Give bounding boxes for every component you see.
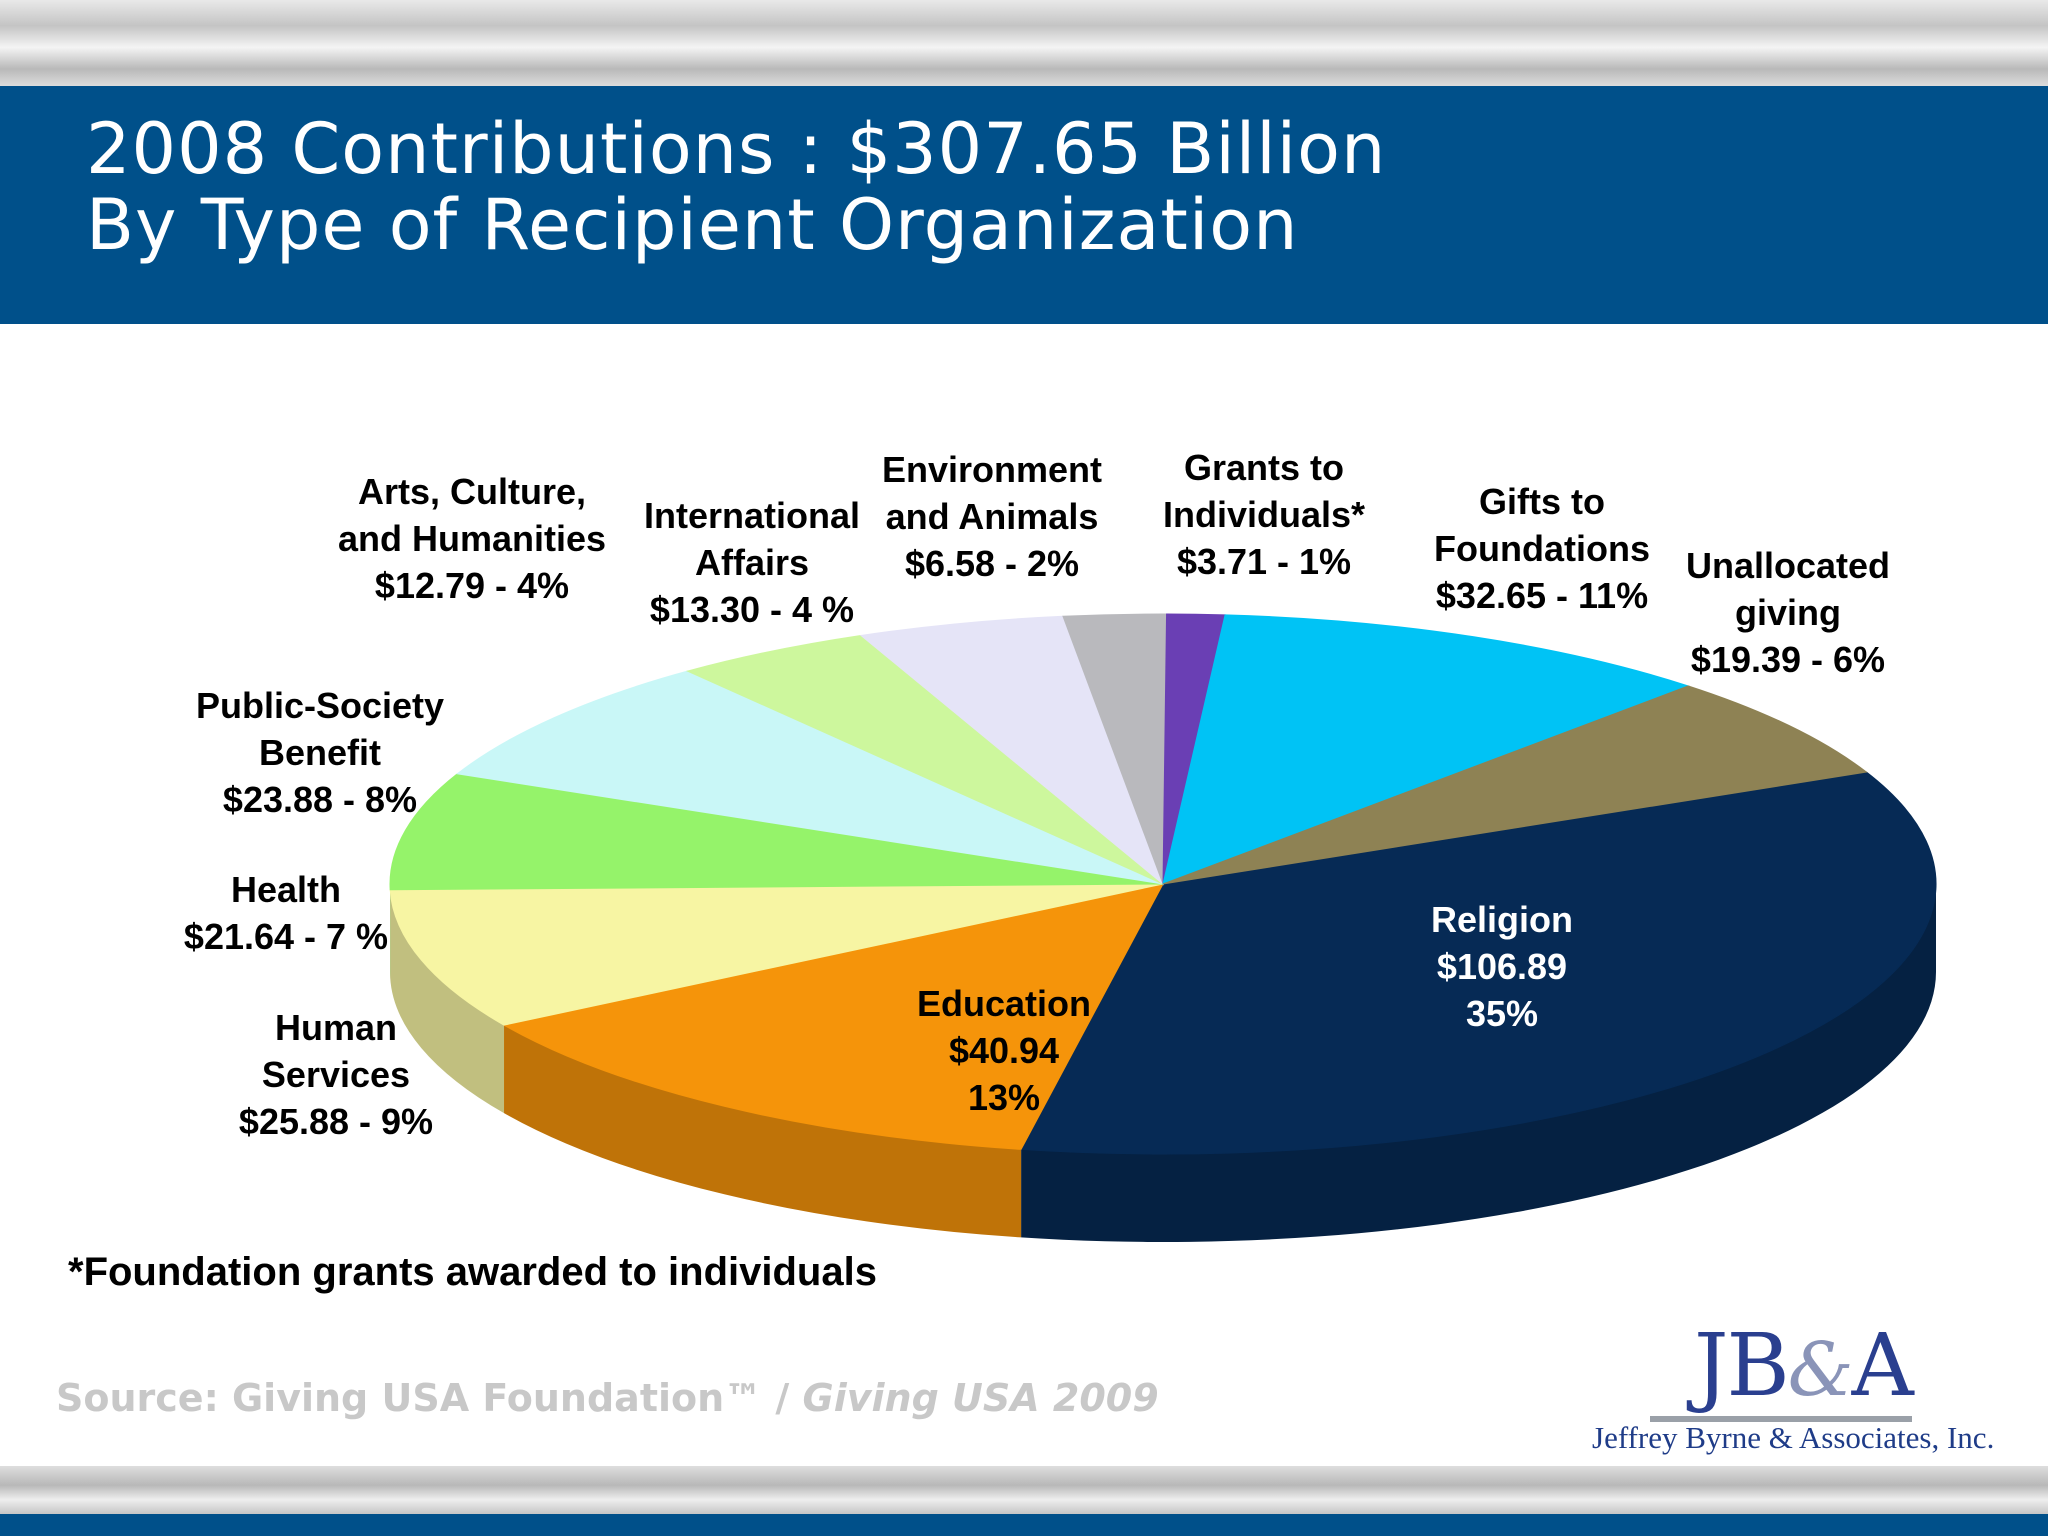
pie-side-1-0: [504, 1025, 1022, 1238]
title-banner: 2008 Contributions : $307.65 Billion By …: [0, 86, 2048, 324]
slice-label-5: Arts, Culture, and Humanities $12.79 - 4%: [338, 471, 606, 606]
pie-slice-public-society-benefit: [456, 670, 1164, 885]
source-note: Source: Giving USA Foundation™ / Giving …: [56, 1376, 1159, 1420]
slice-label-line: Services: [262, 1054, 410, 1095]
logo-mark: JB&A: [1694, 1316, 1914, 1416]
pie-top: [389, 613, 1937, 1155]
slice-label-line: $32.65 - 11%: [1436, 575, 1648, 616]
slice-label-line: $12.79 - 4%: [375, 565, 569, 606]
slice-label-line: Human: [275, 1007, 397, 1048]
slice-label-line: Religion: [1431, 899, 1573, 940]
slice-label-4: Public-Society Benefit $23.88 - 8%: [196, 685, 444, 820]
slice-label-line: Affairs: [695, 542, 809, 583]
top-metal-bar: [0, 0, 2048, 86]
slice-label-line: Public-Society: [196, 685, 444, 726]
title-line-2: By Type of Recipient Organization: [86, 184, 1299, 266]
slice-label-line: Unallocated: [1686, 545, 1890, 586]
slice-label-line: $40.94: [949, 1030, 1059, 1071]
slice-label-line: giving: [1735, 592, 1841, 633]
slice-label-line: $106.89: [1437, 946, 1567, 987]
slice-label-2: Human Services $25.88 - 9%: [239, 1007, 433, 1142]
slice-label-line: $19.39 - 6%: [1691, 639, 1885, 680]
slice-label-line: $6.58 - 2%: [905, 543, 1079, 584]
slice-label-6: International Affairs $13.30 - 4 %: [644, 495, 860, 630]
slice-label-line: Environment: [882, 449, 1102, 490]
slice-label-line: 35%: [1466, 993, 1538, 1034]
slice-label-9: Gifts to Foundations $32.65 - 11%: [1434, 481, 1650, 616]
slice-label-line: Grants to: [1184, 447, 1344, 488]
company-logo: JB&A Jeffrey Byrne & Associates, Inc.: [1586, 1316, 2026, 1456]
source-prefix: Source: Giving USA Foundation™ /: [56, 1376, 803, 1420]
slice-label-line: $13.30 - 4 %: [650, 589, 854, 630]
slice-label-line: Benefit: [259, 732, 381, 773]
slice-label-10: Unallocated giving $19.39 - 6%: [1686, 545, 1890, 680]
bottom-metal-bar: [0, 1466, 2048, 1514]
slice-label-1: Education $40.94 13%: [917, 983, 1091, 1118]
pie-slice-unallocated-giving: [1162, 685, 1868, 885]
slice-label-line: Health: [231, 869, 341, 910]
slice-label-line: and Humanities: [338, 518, 606, 559]
slice-label-line: $21.64 - 7 %: [184, 916, 388, 957]
slice-label-line: Education: [917, 983, 1091, 1024]
pie-side-2-0: [390, 889, 505, 1114]
slice-label-line: 13%: [968, 1077, 1040, 1118]
logo-company-name: Jeffrey Byrne & Associates, Inc.: [1592, 1420, 1995, 1455]
pie-slice-religion: [1020, 771, 1937, 1155]
title-line-1: 2008 Contributions : $307.65 Billion: [86, 108, 1387, 190]
slice-label-0: Religion $106.89 35%: [1431, 899, 1573, 1034]
slice-label-8: Grants to Individuals* $3.71 - 1%: [1163, 447, 1365, 582]
slice-label-3: Health $21.64 - 7 %: [184, 869, 388, 957]
slice-label-line: Arts, Culture,: [358, 471, 586, 512]
pie-slice-education: [502, 883, 1164, 1150]
slice-label-line: $3.71 - 1%: [1177, 541, 1351, 582]
logo-rule: [1650, 1416, 1912, 1422]
source-publication: Giving USA 2009: [802, 1376, 1159, 1420]
footnote: *Foundation grants awarded to individual…: [68, 1250, 877, 1294]
slice-label-line: $23.88 - 8%: [223, 779, 417, 820]
slice-label-line: and Animals: [886, 496, 1099, 537]
slice-label-line: International: [644, 495, 860, 536]
slice-label-line: Gifts to: [1479, 481, 1605, 522]
slice-label-7: Environment and Animals $6.58 - 2%: [882, 449, 1102, 584]
pie-slice-human-services: [389, 883, 1164, 1026]
pie-slice-gifts-to-foundations: [1162, 614, 1690, 885]
pie-labels: Religion $106.89 35% Education $40.94 13% Huma…: [184, 447, 1890, 1142]
bottom-band: [0, 1514, 2048, 1536]
pie-slice-arts-culture-and-humanities: [685, 634, 1164, 885]
slice-label-line: Foundations: [1434, 528, 1650, 569]
slice-label-line: Individuals*: [1163, 494, 1365, 535]
pie-slice-health: [389, 773, 1164, 891]
slice-label-line: $25.88 - 9%: [239, 1101, 433, 1142]
